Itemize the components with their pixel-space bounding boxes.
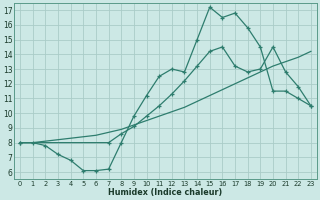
X-axis label: Humidex (Indice chaleur): Humidex (Indice chaleur): [108, 188, 223, 197]
